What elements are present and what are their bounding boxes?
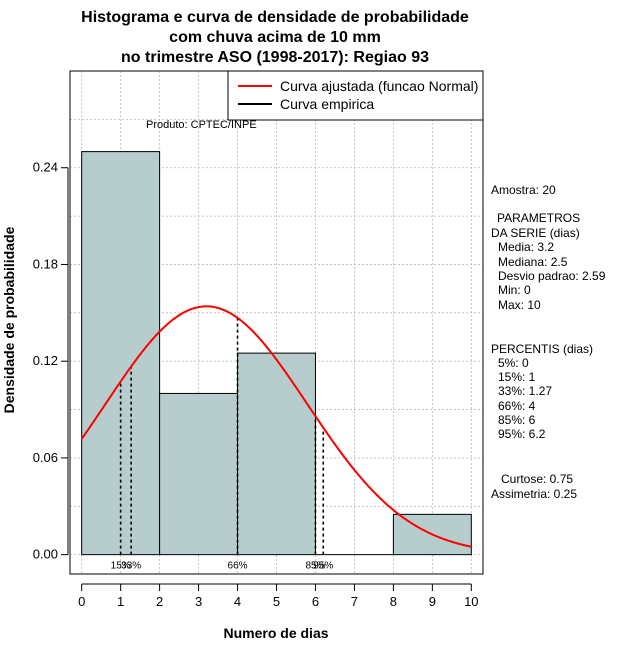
percentile-label-2: 66%: [228, 561, 248, 572]
histogram-bar-4: [392, 513, 472, 556]
y-tick-label-0.00: 0.00: [33, 547, 58, 562]
y-tick-label-0.06: 0.06: [33, 450, 58, 465]
stats-p5: 5%: 0: [498, 356, 529, 370]
x-tick-label-7: 7: [351, 594, 358, 609]
legend-box: [227, 70, 484, 121]
x-tick-label-1: 1: [117, 594, 124, 609]
y-tick-label-0.12: 0.12: [33, 353, 58, 368]
y-axis: 0.00 0.06 0.12 0.18 0.24: [33, 160, 69, 562]
x-tick-label-9: 9: [429, 594, 436, 609]
legend: Curva ajustada (funcao Normal) Curva emp…: [227, 70, 484, 121]
x-axis: 0 1 2 3 4 5 6 7 8 9 10: [78, 583, 479, 609]
x-tick-label-10: 10: [464, 594, 478, 609]
x-tick-label-8: 8: [390, 594, 397, 609]
stats-media: Media: 3.2: [498, 240, 554, 254]
y-tick-label-0.18: 0.18: [33, 256, 58, 271]
stats-amostra: Amostra: 20: [491, 183, 556, 197]
x-tick-label-4: 4: [234, 594, 241, 609]
fitted-curve-group: [80, 305, 472, 548]
x-tick-label-6: 6: [312, 594, 319, 609]
chart-title-line-2: com chuva acima de 10 mm: [169, 29, 381, 46]
chart-title-line-1: Histograma e curva de densidade de proba…: [81, 9, 469, 26]
stats-curtose: Curtose: 0.75: [501, 472, 573, 486]
percentile-lines: 15%33% 66% 85%95%: [111, 317, 333, 572]
stats-percentis-heading: PERCENTIS (dias): [491, 342, 593, 356]
percentile-label-0: 15%: [111, 561, 131, 572]
legend-entry-empirical: Curva empirica: [280, 96, 374, 112]
product-label: Produto: CPTEC/INPE: [146, 119, 257, 131]
stats-p15: 15%: 1: [498, 370, 536, 384]
stats-min: Min: 0: [498, 283, 531, 297]
x-axis-label: Numero de dias: [223, 625, 328, 641]
stats-p33: 33%: 1.27: [498, 384, 552, 398]
stats-p95: 95%: 6.2: [498, 427, 546, 441]
stats-assimetria: Assimetria: 0.25: [491, 487, 577, 501]
stats-p66: 66%: 4: [498, 399, 536, 413]
stats-max: Max: 10: [498, 298, 541, 312]
stats-mediana: Mediana: 2.5: [498, 255, 568, 269]
chart-title-line-3: no trimestre ASO (1998-2017): Regiao 93: [121, 49, 429, 66]
stats-p85: 85%: 6: [498, 413, 536, 427]
fitted-normal-curve: [80, 305, 472, 548]
percentile-label-4: 95%: [313, 561, 333, 572]
histogram-bar-1: [159, 392, 239, 556]
x-tick-label-2: 2: [156, 594, 163, 609]
percentile-label-1: 33%: [121, 561, 141, 572]
stats-parametros-heading: PARAMETROS: [497, 211, 580, 225]
y-tick-label-0.24: 0.24: [33, 160, 58, 175]
stats-serie-heading: DA SERIE (dias): [491, 226, 580, 240]
y-axis-label: Densidade de probabilidade: [1, 226, 17, 413]
x-tick-label-3: 3: [195, 594, 202, 609]
legend-entry-fitted: Curva ajustada (funcao Normal): [280, 78, 478, 94]
x-tick-label-5: 5: [273, 594, 280, 609]
percentile-label-3: 85%: [305, 561, 325, 572]
stats-desvio: Desvio padrao: 2.59: [498, 269, 606, 283]
histogram-bar-2: [237, 352, 316, 556]
x-tick-label-0: 0: [78, 594, 85, 609]
stats-panel: Amostra: 20 PARAMETROS DA SERIE (dias) M…: [491, 183, 606, 501]
